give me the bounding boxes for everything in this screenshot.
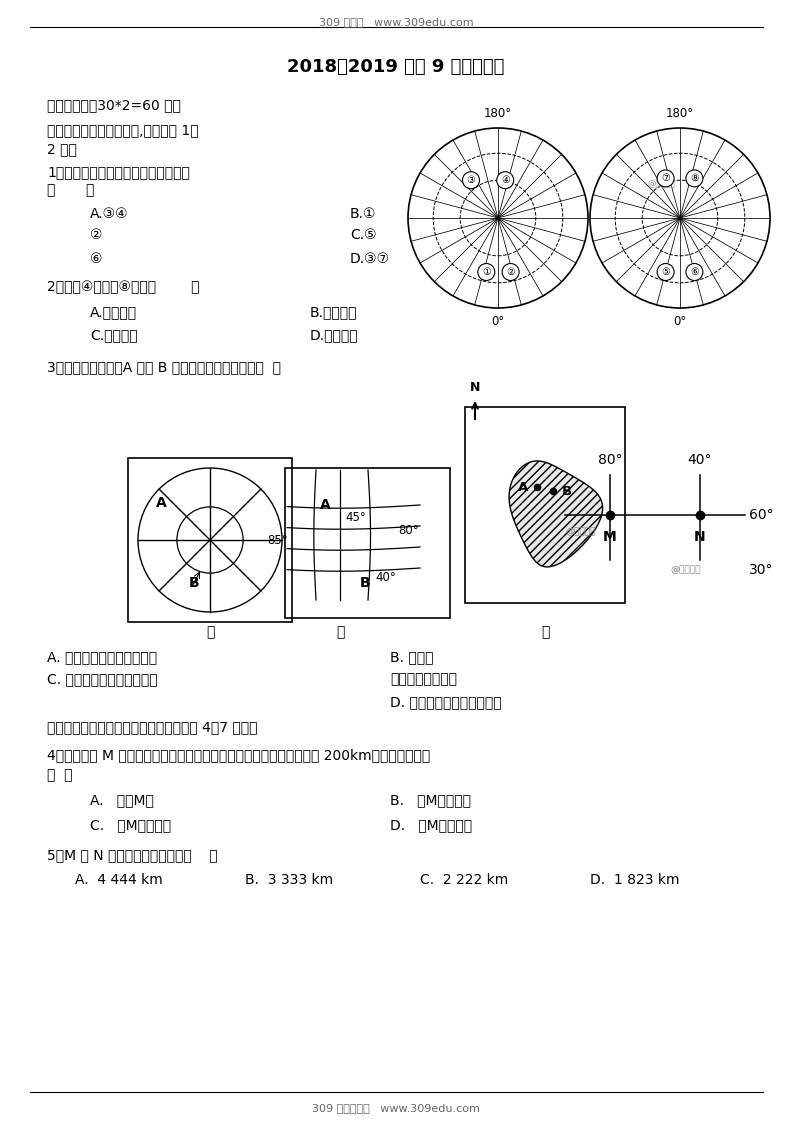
Text: 45°: 45° xyxy=(345,511,366,524)
Text: A.   回到M点: A. 回到M点 xyxy=(90,793,154,807)
Text: 5、M 和 N 两点的实地距离约是（    ）: 5、M 和 N 两点的实地距离约是（ ） xyxy=(47,848,217,862)
Text: @正确教育: @正确教育 xyxy=(670,565,700,574)
Text: 30°: 30° xyxy=(749,563,773,577)
Text: 0°: 0° xyxy=(673,315,687,328)
Polygon shape xyxy=(509,461,603,567)
Text: 60°: 60° xyxy=(749,508,774,522)
Text: A.③④: A.③④ xyxy=(90,206,128,221)
Text: 40°: 40° xyxy=(375,570,396,583)
Text: A: A xyxy=(320,498,331,512)
Text: 180°: 180° xyxy=(484,107,512,120)
Text: ③: ③ xyxy=(466,175,475,185)
Text: D.  1 823 km: D. 1 823 km xyxy=(590,873,680,888)
Text: N: N xyxy=(469,381,481,394)
Text: 西北、西南、西南: 西北、西南、西南 xyxy=(390,672,457,686)
Text: D.   在M点东南方: D. 在M点东南方 xyxy=(390,818,472,833)
Text: M: M xyxy=(603,530,617,544)
Text: N: N xyxy=(694,530,706,544)
Text: 丙: 丙 xyxy=(541,625,550,640)
Text: ⑥: ⑥ xyxy=(690,267,699,277)
Text: C.   在M点正西方: C. 在M点正西方 xyxy=(90,818,171,833)
Text: 甲: 甲 xyxy=(206,625,214,640)
Text: 180°: 180° xyxy=(666,107,694,120)
Text: 乙: 乙 xyxy=(335,625,344,640)
Bar xyxy=(285,468,450,618)
Text: A.东北方向: A.东北方向 xyxy=(90,305,137,319)
Text: D. 东北、西北、西北、西南: D. 东北、西北、西北、西南 xyxy=(390,695,502,709)
Text: 4、若某人从 M 点出发，依次向正东、正南、正西和正北方向分别前进 200km，则其最终位置: 4、若某人从 M 点出发，依次向正东、正南、正西和正北方向分别前进 200km，… xyxy=(47,748,431,762)
Bar xyxy=(465,407,625,603)
Text: （       ）: （ ） xyxy=(47,183,94,197)
Text: 309 教育网   www.309edu.com: 309 教育网 www.309edu.com xyxy=(319,17,473,27)
Text: C.  2 222 km: C. 2 222 km xyxy=(420,873,508,888)
Text: B: B xyxy=(189,577,200,590)
Text: A: A xyxy=(155,496,167,509)
Circle shape xyxy=(502,264,519,280)
Circle shape xyxy=(686,264,703,280)
Text: ④: ④ xyxy=(501,175,510,185)
Text: B.  3 333 km: B. 3 333 km xyxy=(245,873,333,888)
Text: B. 西北、: B. 西北、 xyxy=(390,650,434,664)
Text: A.  4 444 km: A. 4 444 km xyxy=(75,873,163,888)
Text: B.①: B.① xyxy=(350,206,377,221)
Text: B: B xyxy=(562,485,572,497)
Circle shape xyxy=(657,169,674,187)
Text: 40°: 40° xyxy=(688,453,712,467)
Text: B.   在M点正东方: B. 在M点正东方 xyxy=(390,793,471,807)
Text: @正确教育: @正确教育 xyxy=(565,527,596,536)
Text: 3、下面四幅图中，A 点在 B 点的方向排列正确的是（  ）: 3、下面四幅图中，A 点在 B 点的方向排列正确的是（ ） xyxy=(47,360,281,374)
Text: 2018－2019 高三 9 月地理月考: 2018－2019 高三 9 月地理月考 xyxy=(287,58,504,76)
Circle shape xyxy=(496,172,514,188)
Text: A: A xyxy=(518,480,528,494)
Circle shape xyxy=(478,264,495,280)
Text: 0°: 0° xyxy=(492,315,504,328)
Text: 读地球表面某区域的经纬网示意图，回答 4－7 小题。: 读地球表面某区域的经纬网示意图，回答 4－7 小题。 xyxy=(47,720,258,734)
Text: D.西南方向: D.西南方向 xyxy=(310,328,358,342)
Text: 80°: 80° xyxy=(398,524,419,536)
Text: 80°: 80° xyxy=(598,453,623,467)
Text: B: B xyxy=(360,576,370,590)
Text: （  ）: （ ） xyxy=(47,767,72,782)
Text: ⑦: ⑦ xyxy=(661,174,670,183)
Circle shape xyxy=(686,169,703,187)
Text: C.东南方向: C.东南方向 xyxy=(90,328,138,342)
Text: 2、图中④点位于⑧点的（        ）: 2、图中④点位于⑧点的（ ） xyxy=(47,280,200,294)
Text: ⑥: ⑥ xyxy=(90,252,102,266)
Text: 85°: 85° xyxy=(267,533,288,546)
Text: C.⑤: C.⑤ xyxy=(350,228,377,242)
Text: C. 西南、东北、西北、西北: C. 西南、东北、西北、西北 xyxy=(47,672,158,686)
Text: ②: ② xyxy=(90,228,102,242)
Text: 1、图中各点位于北半球、西半球的是: 1、图中各点位于北半球、西半球的是 xyxy=(47,165,190,180)
Text: 2 题。: 2 题。 xyxy=(47,142,77,156)
Text: A. 西北、东北、西南、西北: A. 西北、东北、西南、西北 xyxy=(47,650,157,664)
Text: @正确教育: @正确教育 xyxy=(648,180,676,188)
Text: D.③⑦: D.③⑦ xyxy=(350,252,390,266)
Text: ⑧: ⑧ xyxy=(690,174,699,183)
Text: ⑤: ⑤ xyxy=(661,267,670,277)
Text: ②: ② xyxy=(506,267,515,277)
Text: 309 教育资源库   www.309edu.com: 309 教育资源库 www.309edu.com xyxy=(312,1103,480,1113)
Text: ①: ① xyxy=(482,267,491,277)
Text: 下图是地球经纬网示意图,读图判断 1～: 下图是地球经纬网示意图,读图判断 1～ xyxy=(47,123,198,137)
Circle shape xyxy=(657,264,674,280)
Text: B.西北方向: B.西北方向 xyxy=(310,305,358,319)
Bar xyxy=(128,458,292,622)
Circle shape xyxy=(462,172,480,188)
Text: 一、选择题（30*2=60 分）: 一、选择题（30*2=60 分） xyxy=(47,98,181,112)
